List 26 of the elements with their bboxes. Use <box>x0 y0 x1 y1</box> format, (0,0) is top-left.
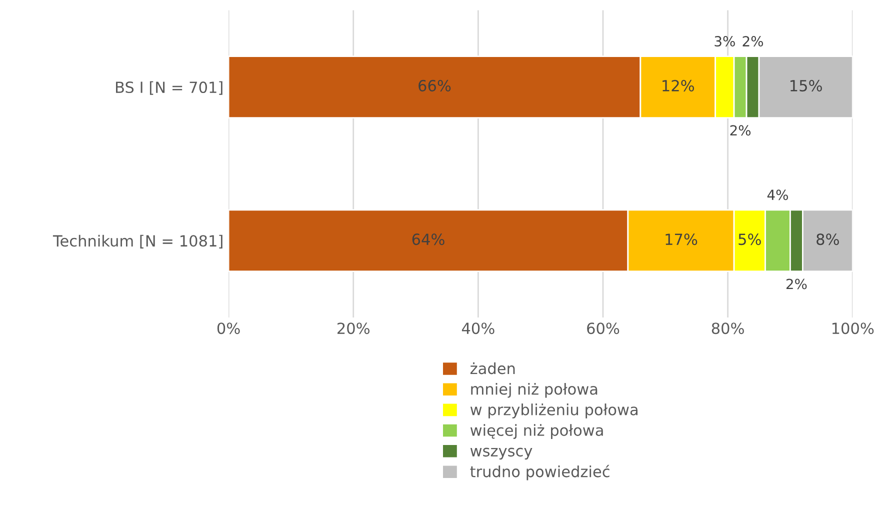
text: 15% <box>790 80 822 92</box>
text: 8% <box>816 234 839 246</box>
text: 12% <box>662 80 694 92</box>
text: 2% <box>742 36 764 47</box>
x-tick-label: 40% <box>462 322 494 334</box>
text: 17% <box>666 234 698 246</box>
legend-label: trudno powiedzieć <box>470 464 610 480</box>
text: 2% <box>730 125 751 136</box>
text: 3% <box>714 36 735 47</box>
text: 4% <box>767 190 788 200</box>
y-tick-label: Technikum [N = 1081] <box>52 234 222 248</box>
legend-label: mniej niż połowa <box>471 382 598 398</box>
x-tick-label: 80% <box>712 322 744 334</box>
text: 5% <box>738 234 761 246</box>
x-tick-label: 100% <box>832 322 874 334</box>
legend-label: żaden <box>470 362 515 374</box>
y-tick-label: BS I [N = 701] <box>116 81 222 95</box>
legend-label: więcej niż połowa <box>470 424 603 439</box>
text: 2% <box>786 278 807 290</box>
legend-label: w przybliżeniu połowa <box>470 404 638 418</box>
x-tick-label: 20% <box>338 322 370 334</box>
text: 66% <box>418 80 451 92</box>
text: 64% <box>412 234 444 246</box>
x-tick-label: 0% <box>217 322 240 334</box>
legend-label: wszyscy <box>470 448 532 460</box>
x-tick-label: 60% <box>587 322 620 334</box>
